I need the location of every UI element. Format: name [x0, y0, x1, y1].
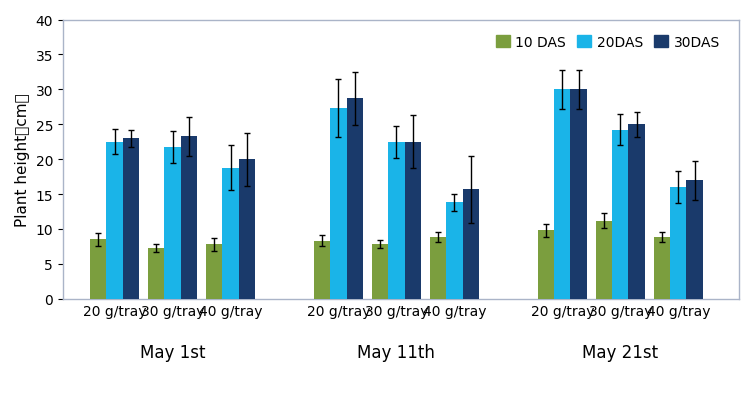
Text: May 11th: May 11th — [357, 344, 435, 361]
Bar — [654, 238, 670, 299]
Bar — [388, 142, 405, 299]
Bar — [538, 231, 554, 299]
Bar — [446, 203, 463, 299]
Bar — [106, 142, 123, 299]
Bar — [181, 137, 197, 299]
Bar — [347, 99, 363, 299]
Bar — [628, 125, 645, 299]
Text: May 1st: May 1st — [139, 344, 205, 361]
Bar — [612, 130, 628, 299]
Bar — [405, 142, 421, 299]
Y-axis label: Plant height（cm）: Plant height（cm） — [15, 93, 30, 227]
Bar — [571, 90, 587, 299]
Bar — [222, 168, 239, 299]
Bar — [314, 241, 330, 299]
Bar — [670, 188, 686, 299]
Bar — [463, 190, 479, 299]
Bar — [90, 240, 106, 299]
Bar — [206, 245, 222, 299]
Bar — [596, 221, 612, 299]
Bar — [123, 139, 139, 299]
Bar — [148, 248, 164, 299]
Bar — [430, 238, 446, 299]
Bar — [372, 245, 388, 299]
Text: May 21st: May 21st — [582, 344, 658, 361]
Bar — [686, 181, 703, 299]
Bar — [164, 147, 181, 299]
Bar — [330, 109, 347, 299]
Bar — [239, 160, 255, 299]
Legend: 10 DAS, 20DAS, 30DAS: 10 DAS, 20DAS, 30DAS — [490, 30, 725, 55]
Bar — [554, 90, 571, 299]
